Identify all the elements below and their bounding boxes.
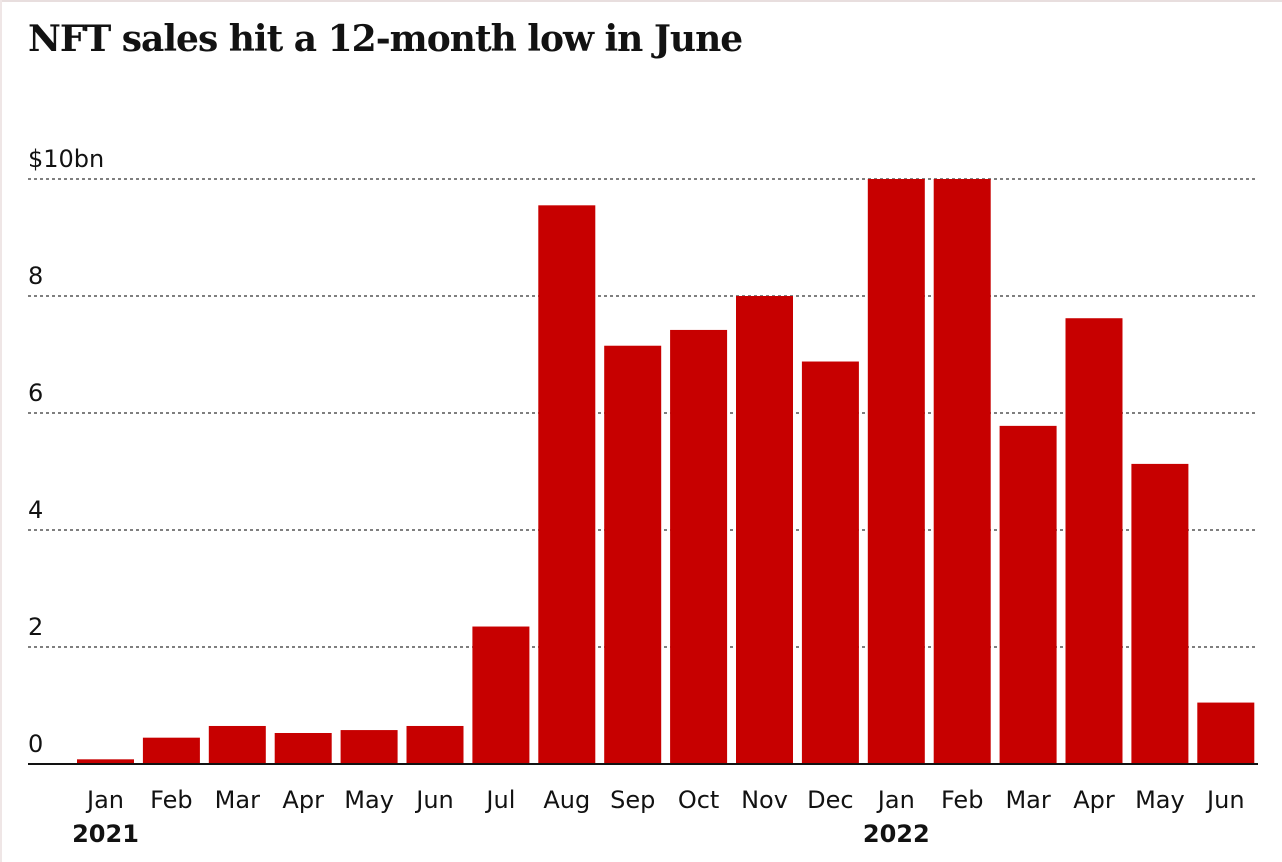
left-rule [0, 0, 2, 862]
x-tick-label: Mar [215, 786, 260, 814]
y-tick-label: $10bn [28, 145, 104, 173]
x-tick-label: Apr [1073, 786, 1115, 814]
bar-9 [670, 329, 728, 764]
y-tick-label: 8 [28, 262, 43, 290]
bar-1 [142, 737, 200, 764]
bar-4 [340, 730, 398, 764]
x-tick-label: Jan [876, 786, 915, 814]
bar-15 [1065, 318, 1123, 764]
top-rule [0, 0, 1282, 2]
x-tick-label: Dec [807, 786, 853, 814]
bar-3 [274, 732, 332, 764]
x-tick-label: Jun [414, 786, 454, 814]
bar-2 [208, 725, 266, 764]
y-tick-label: 0 [28, 730, 43, 758]
x-tick-label: Jan [85, 786, 124, 814]
chart-title: NFT sales hit a 12-month low in June [28, 18, 743, 60]
bar-16 [1131, 463, 1189, 764]
bars [77, 179, 1255, 764]
x-tick-label: May [1135, 786, 1185, 814]
x-tick-label: Sep [610, 786, 655, 814]
x-tick-label: Mar [1005, 786, 1050, 814]
bar-17 [1197, 702, 1255, 764]
bar-11 [801, 361, 859, 764]
x-tick-label: Feb [941, 786, 984, 814]
bar-7 [538, 205, 596, 764]
x-tick-label: Jul [484, 786, 515, 814]
x-tick-label: May [344, 786, 394, 814]
bar-5 [406, 725, 464, 764]
bar-13 [933, 179, 991, 764]
bar-10 [736, 296, 793, 764]
y-tick-label: 6 [28, 379, 43, 407]
bar-12 [867, 179, 925, 764]
x-tick-label: Jun [1205, 786, 1245, 814]
x-tick-label: Apr [282, 786, 324, 814]
x-tick-label: Nov [741, 786, 788, 814]
bar-0 [77, 759, 134, 764]
year-label: 2021 [72, 820, 139, 848]
x-tick-label: Oct [678, 786, 720, 814]
bar-6 [472, 626, 530, 764]
y-tick-label: 2 [28, 613, 43, 641]
year-labels: 2021 2022 [72, 820, 930, 848]
x-tick-label: Feb [150, 786, 193, 814]
y-tick-label: 4 [28, 496, 43, 524]
year-label: 2022 [863, 820, 930, 848]
x-axis-ticks: Jan Feb Mar Apr May Jun Jul Aug Sep Oct Nov Dec Jan F… [85, 786, 1245, 814]
bar-8 [604, 345, 662, 764]
y-axis-ticks: 0 2 4 6 8 $10bn [28, 145, 104, 758]
x-tick-label: Aug [543, 786, 590, 814]
bar-14 [999, 425, 1057, 764]
